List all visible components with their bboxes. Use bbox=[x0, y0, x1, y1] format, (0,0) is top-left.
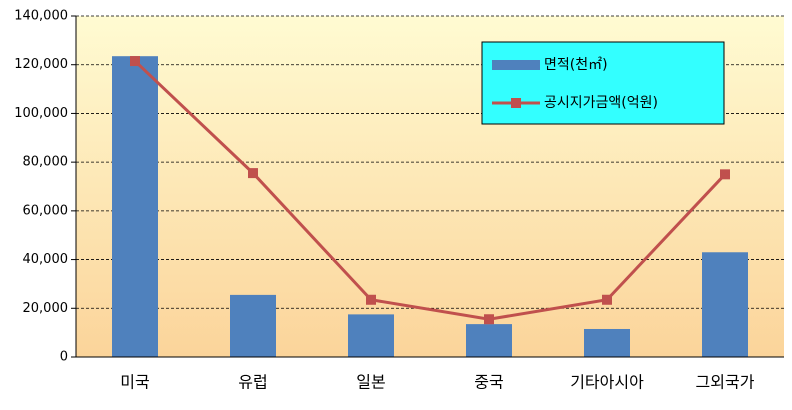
line bbox=[133, 59, 727, 321]
marker bbox=[130, 56, 140, 67]
legend-box bbox=[481, 41, 725, 125]
bar bbox=[112, 56, 158, 358]
x-tick-label: 미국 bbox=[120, 373, 149, 392]
y-tick-label: 80,000 bbox=[23, 155, 69, 170]
marker bbox=[248, 168, 258, 179]
y-tick-label: 100,000 bbox=[14, 106, 68, 121]
y-tick-label: 40,000 bbox=[23, 252, 69, 267]
bar bbox=[348, 314, 394, 357]
y-tick-label: 120,000 bbox=[14, 57, 68, 72]
x-tick-label: 일본 bbox=[356, 373, 385, 392]
y-tick-label: 140,000 bbox=[14, 9, 68, 24]
bar bbox=[466, 324, 512, 357]
bar bbox=[584, 328, 630, 357]
bar bbox=[702, 252, 748, 357]
legend-swatch bbox=[492, 60, 540, 70]
marker bbox=[602, 294, 612, 305]
marker bbox=[366, 294, 376, 305]
legend-label: 공시지가금액(억원) bbox=[544, 95, 658, 111]
y-tick-label: 0 bbox=[60, 350, 68, 365]
x-tick-label: 그외국가 bbox=[696, 373, 755, 392]
x-tick-label: 중국 bbox=[474, 373, 503, 392]
y-tick-label: 20,000 bbox=[23, 301, 69, 316]
legend: 면적(천㎡) 공시지가금액(억원) bbox=[481, 41, 725, 125]
x-tick-label: 기타아시아 bbox=[570, 373, 644, 392]
bar bbox=[230, 294, 276, 357]
marker bbox=[720, 169, 730, 180]
x-tick-label: 유럽 bbox=[238, 373, 267, 392]
marker bbox=[484, 314, 494, 325]
y-tick-label: 60,000 bbox=[23, 203, 69, 218]
legend-label: 면적(천㎡) bbox=[544, 57, 608, 73]
legend-marker bbox=[511, 98, 521, 108]
